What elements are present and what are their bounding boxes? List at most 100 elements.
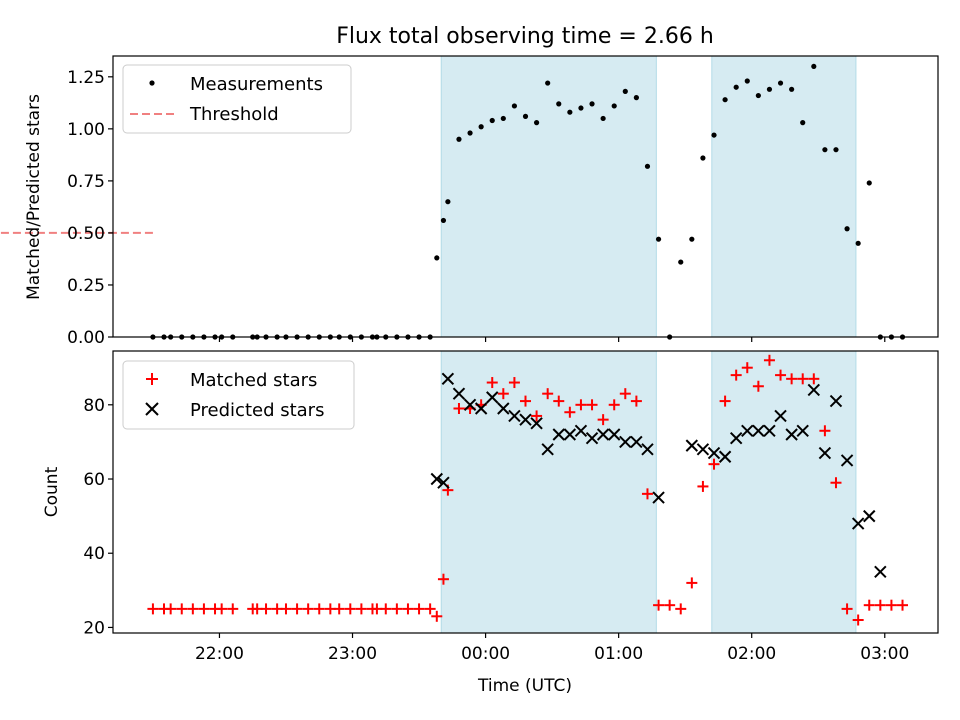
predicted-star-marker bbox=[574, 424, 588, 437]
matched-star-marker bbox=[344, 603, 356, 615]
predicted-star-marker bbox=[718, 450, 732, 463]
matched-star-marker bbox=[165, 603, 177, 615]
top-y-axis: 0.00 0.25 0.50 0.75 1.00 1.25 bbox=[67, 68, 113, 348]
matched-star-marker bbox=[147, 603, 159, 615]
predicted-star-marker bbox=[552, 428, 565, 441]
measurement-point bbox=[678, 259, 684, 265]
predicted-star-marker bbox=[863, 509, 876, 523]
predicted-star-marker bbox=[430, 472, 443, 486]
measurement-point bbox=[600, 115, 606, 122]
measurement-point bbox=[489, 117, 495, 124]
bottom-x-axis: 22:00 23:00 00:00 01:00 02:00 03:00 bbox=[195, 633, 909, 664]
legend-measurements-marker bbox=[149, 80, 155, 86]
matched-star-marker bbox=[508, 377, 520, 389]
predicted-star-marker bbox=[874, 565, 887, 578]
predicted-star-marker bbox=[563, 428, 577, 441]
predicted-star-marker bbox=[452, 387, 466, 400]
predicted-star-marker bbox=[652, 491, 665, 504]
measurement-point bbox=[578, 105, 584, 111]
measurement-point bbox=[766, 86, 773, 92]
measurement-point bbox=[722, 97, 728, 103]
x-tick-label: 03:00 bbox=[860, 644, 909, 664]
bottom-axes-frame bbox=[112, 350, 939, 634]
measurement-point bbox=[445, 199, 451, 205]
predicted-star-marker bbox=[829, 394, 843, 408]
matched-star-marker bbox=[380, 603, 392, 615]
predicted-star-marker bbox=[463, 398, 477, 412]
shaded-interval bbox=[440, 55, 657, 338]
measurement-point bbox=[655, 236, 662, 242]
matched-stars-layer bbox=[147, 354, 909, 626]
measurement-point bbox=[800, 120, 806, 126]
matched-star-marker bbox=[355, 603, 367, 615]
predicted-star-marker bbox=[840, 454, 854, 467]
y-tick-label: 1.25 bbox=[67, 68, 105, 88]
measurement-point bbox=[644, 163, 651, 169]
x-axis-label: Time (UTC) bbox=[477, 676, 572, 696]
matched-star-marker bbox=[453, 403, 465, 415]
matched-star-marker bbox=[216, 603, 228, 615]
matched-star-marker bbox=[763, 354, 775, 366]
matched-star-marker bbox=[697, 480, 709, 492]
legend-predicted-label: Predicted stars bbox=[190, 400, 324, 421]
matched-star-marker bbox=[808, 373, 820, 385]
matched-star-marker bbox=[413, 603, 425, 615]
measurements-layer bbox=[150, 63, 906, 340]
bottom-legend: Matched stars Predicted stars bbox=[122, 360, 355, 430]
matched-star-marker bbox=[874, 599, 886, 611]
matched-star-marker bbox=[675, 603, 687, 615]
matched-star-marker bbox=[291, 603, 303, 615]
matched-star-marker bbox=[752, 380, 764, 392]
top-legend: Measurements Threshold bbox=[122, 64, 352, 134]
measurement-point bbox=[855, 240, 861, 246]
measurement-point bbox=[556, 101, 562, 107]
legend-matched-marker bbox=[146, 373, 158, 385]
matched-star-marker bbox=[333, 603, 345, 615]
measurement-point bbox=[689, 236, 695, 242]
predicted-star-marker bbox=[785, 428, 798, 441]
matched-star-marker bbox=[187, 603, 199, 615]
predicted-star-marker bbox=[619, 435, 632, 449]
measurement-point bbox=[844, 226, 850, 232]
measurement-point bbox=[611, 103, 617, 109]
measurement-point bbox=[440, 217, 447, 224]
measurement-point bbox=[500, 115, 506, 122]
matched-star-marker bbox=[542, 388, 554, 400]
legend-matched-label: Matched stars bbox=[190, 370, 317, 391]
matched-star-marker bbox=[391, 603, 403, 615]
predicted-stars-layer bbox=[430, 372, 887, 578]
measurement-point bbox=[822, 147, 828, 153]
bottom-y-axis: 20 40 60 80 bbox=[83, 396, 113, 638]
matched-star-marker bbox=[619, 388, 631, 400]
measurement-point bbox=[744, 78, 750, 84]
predicted-star-marker bbox=[441, 372, 455, 386]
y-tick-label: 0.50 bbox=[67, 224, 105, 244]
predicted-star-marker bbox=[585, 431, 599, 445]
matched-star-marker bbox=[863, 599, 875, 611]
predicted-star-marker bbox=[685, 439, 699, 452]
chart-title: Flux total observing time = 2.66 h bbox=[336, 24, 714, 49]
y-tick-label: 0.75 bbox=[67, 172, 105, 192]
y-tick-label: 0.25 bbox=[67, 276, 105, 296]
bottom-shaded-regions bbox=[440, 350, 857, 634]
top-axes-frame bbox=[112, 55, 939, 338]
matched-star-marker bbox=[553, 395, 565, 407]
matched-star-marker bbox=[497, 388, 509, 400]
measurement-point bbox=[434, 255, 440, 261]
matched-star-marker bbox=[786, 373, 798, 385]
predicted-star-marker bbox=[707, 446, 721, 460]
predicted-star-marker bbox=[741, 424, 754, 437]
matched-star-marker bbox=[797, 373, 809, 385]
x-tick-label: 01:00 bbox=[594, 644, 643, 664]
y-tick-label: 40 bbox=[83, 544, 105, 564]
predicted-star-marker bbox=[508, 409, 521, 423]
predicted-star-marker bbox=[541, 443, 554, 456]
top-shaded-regions bbox=[440, 55, 857, 338]
y-tick-label: 0.00 bbox=[67, 328, 105, 348]
matched-star-marker bbox=[841, 603, 853, 615]
predicted-star-marker bbox=[774, 409, 787, 423]
legend-predicted-marker bbox=[145, 402, 159, 416]
y-tick-label: 1.00 bbox=[67, 120, 105, 140]
matched-star-marker bbox=[741, 362, 753, 374]
